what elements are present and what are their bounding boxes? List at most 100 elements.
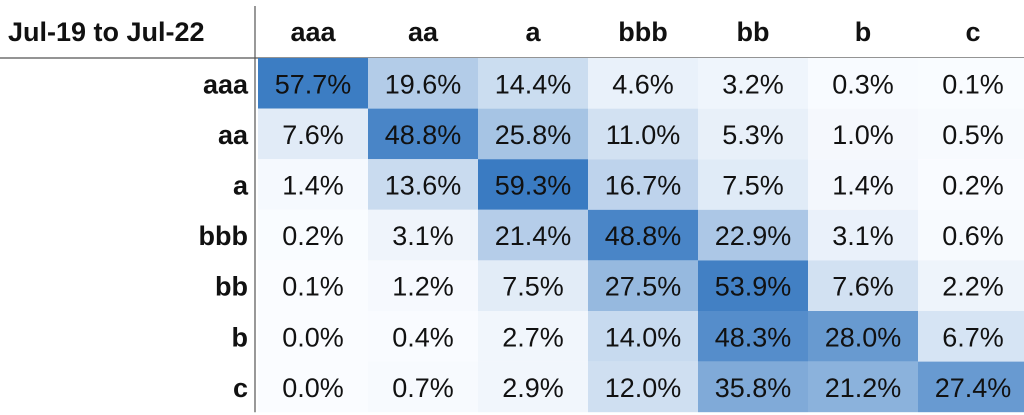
- heat-cell: [698, 361, 808, 413]
- column-header: aaa: [290, 17, 336, 47]
- heat-cell: [588, 311, 698, 362]
- heat-cell: [918, 159, 1024, 210]
- heat-cell: [808, 58, 918, 109]
- cell-label: 3.1%: [392, 221, 454, 251]
- cell-label: 27.5%: [605, 272, 682, 302]
- heat-cell: [808, 159, 918, 210]
- heat-cell: [588, 209, 698, 261]
- heat-cell: [258, 311, 368, 362]
- cell-label: 0.0%: [282, 373, 344, 403]
- cell-label: 21.4%: [495, 221, 572, 251]
- heat-cell: [478, 159, 588, 210]
- row-header: aaa: [203, 69, 249, 99]
- heat-cell: [588, 260, 698, 311]
- heat-cell: [698, 260, 808, 311]
- cell-label: 13.6%: [385, 171, 462, 201]
- heat-cell: [588, 108, 698, 160]
- cell-label: 21.2%: [825, 373, 902, 403]
- cell-label: 5.3%: [722, 120, 784, 150]
- heat-cell: [698, 108, 808, 160]
- column-header: a: [525, 17, 541, 47]
- heat-cell: [698, 209, 808, 261]
- cell-label: 28.0%: [825, 322, 902, 352]
- heat-cell: [588, 361, 698, 413]
- cell-label: 1.4%: [282, 171, 344, 201]
- table-title: Jul-19 to Jul-22: [8, 17, 205, 47]
- cell-label: 2.2%: [942, 272, 1004, 302]
- column-header: aa: [408, 17, 439, 47]
- heat-cell: [808, 361, 918, 413]
- heat-cell: [808, 209, 918, 261]
- cell-label: 16.7%: [605, 171, 682, 201]
- cell-label: 48.8%: [385, 120, 462, 150]
- cell-label: 2.9%: [502, 373, 564, 403]
- cell-label: 22.9%: [715, 221, 792, 251]
- heat-cell: [918, 361, 1024, 413]
- cell-label: 12.0%: [605, 373, 682, 403]
- cell-label: 25.8%: [495, 120, 572, 150]
- heat-cell: [918, 311, 1024, 362]
- cell-label: 7.6%: [832, 272, 894, 302]
- cell-label: 1.4%: [832, 171, 894, 201]
- cell-label: 53.9%: [715, 272, 792, 302]
- heat-cell: [478, 260, 588, 311]
- heat-cell: [698, 311, 808, 362]
- heat-cell: [588, 58, 698, 109]
- heat-cell: [258, 159, 368, 210]
- heat-cell: [588, 159, 698, 210]
- cell-label: 7.5%: [722, 171, 784, 201]
- row-header: bb: [215, 272, 248, 302]
- heat-cell: [258, 260, 368, 311]
- heat-cell: [478, 209, 588, 261]
- cell-label: 14.0%: [605, 322, 682, 352]
- heat-cell: [258, 58, 368, 109]
- heat-cell: [918, 260, 1024, 311]
- column-header: c: [965, 17, 980, 47]
- cell-label: 11.0%: [606, 120, 681, 150]
- cell-label: 59.3%: [495, 171, 572, 201]
- heat-cell: [368, 209, 478, 261]
- cell-label: 48.8%: [605, 221, 682, 251]
- heat-cell: [478, 361, 588, 413]
- heat-cell: [808, 260, 918, 311]
- row-header: a: [233, 171, 249, 201]
- cell-label: 7.5%: [502, 272, 564, 302]
- cell-label: 6.7%: [942, 322, 1004, 352]
- row-header: aa: [218, 120, 249, 150]
- heat-cell: [368, 361, 478, 413]
- cell-label: 3.2%: [722, 69, 784, 99]
- cell-label: 0.0%: [282, 322, 344, 352]
- cell-label: 35.8%: [715, 373, 792, 403]
- heat-cell: [918, 108, 1024, 160]
- heat-cell: [698, 58, 808, 109]
- row-header: b: [232, 322, 249, 352]
- cell-label: 4.6%: [612, 69, 674, 99]
- row-header: c: [233, 373, 248, 403]
- heat-cell: [368, 58, 478, 109]
- cell-label: 0.6%: [942, 221, 1004, 251]
- heat-cell: [918, 58, 1024, 109]
- column-header: b: [855, 17, 872, 47]
- cell-label: 57.7%: [275, 69, 352, 99]
- heat-cell: [808, 311, 918, 362]
- cell-label: 2.7%: [502, 322, 564, 352]
- cell-label: 0.1%: [942, 69, 1004, 99]
- cell-label: 1.2%: [392, 272, 454, 302]
- cell-label: 0.3%: [832, 69, 894, 99]
- heat-cell: [368, 260, 478, 311]
- cell-label: 14.4%: [495, 69, 572, 99]
- heat-cell: [698, 159, 808, 210]
- heat-cell: [478, 58, 588, 109]
- heat-cell: [368, 159, 478, 210]
- column-header: bb: [737, 17, 770, 47]
- heat-cell: [368, 311, 478, 362]
- cells: [258, 58, 1024, 413]
- cell-label: 0.5%: [942, 120, 1004, 150]
- heat-cell: [368, 108, 478, 160]
- cell-label: 0.1%: [282, 272, 344, 302]
- heat-cell: [478, 311, 588, 362]
- heat-cell: [258, 209, 368, 261]
- column-header: bbb: [618, 17, 667, 47]
- cell-label: 3.1%: [832, 221, 894, 251]
